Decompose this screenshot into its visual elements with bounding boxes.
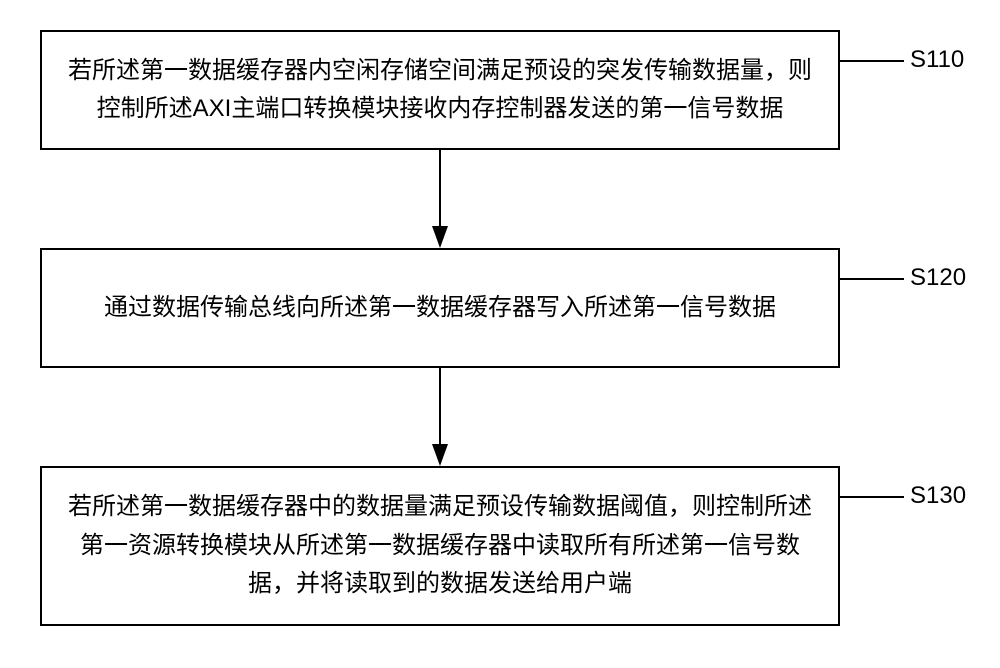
flow-arrow-2 bbox=[0, 0, 1000, 668]
